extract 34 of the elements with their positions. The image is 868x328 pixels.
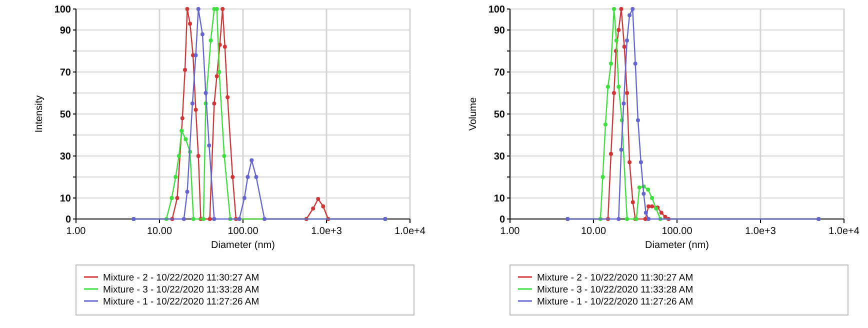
y-tick-label: 70 bbox=[60, 68, 72, 78]
y-tick-label: 10 bbox=[494, 194, 506, 204]
y-tick-label: 0 bbox=[499, 214, 506, 226]
x-tick-label: 100.00 bbox=[228, 226, 259, 237]
x-axis-title: Diameter (nm) bbox=[645, 240, 709, 251]
x-tick-label: 1.0e+3 bbox=[745, 226, 776, 237]
y-axis-title: Volume bbox=[468, 96, 479, 131]
x-tick-label: 1.00 bbox=[500, 226, 520, 237]
y-tick-label: 30 bbox=[60, 152, 72, 162]
x-tick-label: 100.00 bbox=[662, 226, 693, 237]
y-tick-label: 70 bbox=[494, 68, 506, 78]
legend-label: Mixture - 3 - 10/22/2020 11:33:28 AM bbox=[537, 284, 694, 296]
y-tick-label: 10 bbox=[60, 194, 72, 204]
x-axis-title: Diameter (nm) bbox=[211, 240, 275, 251]
legend-label: Mixture - 1 - 10/22/2020 11:27:26 AM bbox=[103, 296, 260, 308]
y-tick-label: 30 bbox=[494, 152, 506, 162]
x-tick-label: 1.0e+4 bbox=[394, 226, 426, 237]
legend-label: Mixture - 3 - 10/22/2020 11:33:28 AM bbox=[103, 284, 260, 296]
x-tick-label: 1.0e+4 bbox=[828, 226, 860, 237]
y-tick-label: 0 bbox=[65, 214, 72, 226]
y-tick-label: 100 bbox=[54, 4, 72, 16]
x-tick-label: 10.00 bbox=[580, 226, 606, 237]
y-tick-label: 90 bbox=[494, 26, 506, 36]
y-tick-label: 100 bbox=[488, 4, 506, 16]
legend-label: Mixture - 1 - 10/22/2020 11:27:26 AM bbox=[537, 296, 694, 308]
y-tick-label: 90 bbox=[60, 26, 72, 36]
legend-label: Mixture - 2 - 10/22/2020 11:30:27 AM bbox=[103, 272, 260, 284]
x-tick-label: 1.00 bbox=[66, 226, 86, 237]
y-tick-label: 50 bbox=[60, 110, 72, 120]
x-tick-label: 1.0e+3 bbox=[311, 226, 342, 237]
x-tick-label: 10.00 bbox=[146, 226, 172, 237]
legend-label: Mixture - 2 - 10/22/2020 11:30:27 AM bbox=[537, 272, 694, 284]
y-tick-label: 50 bbox=[494, 110, 506, 120]
y-axis-title: Intensity bbox=[34, 95, 45, 133]
